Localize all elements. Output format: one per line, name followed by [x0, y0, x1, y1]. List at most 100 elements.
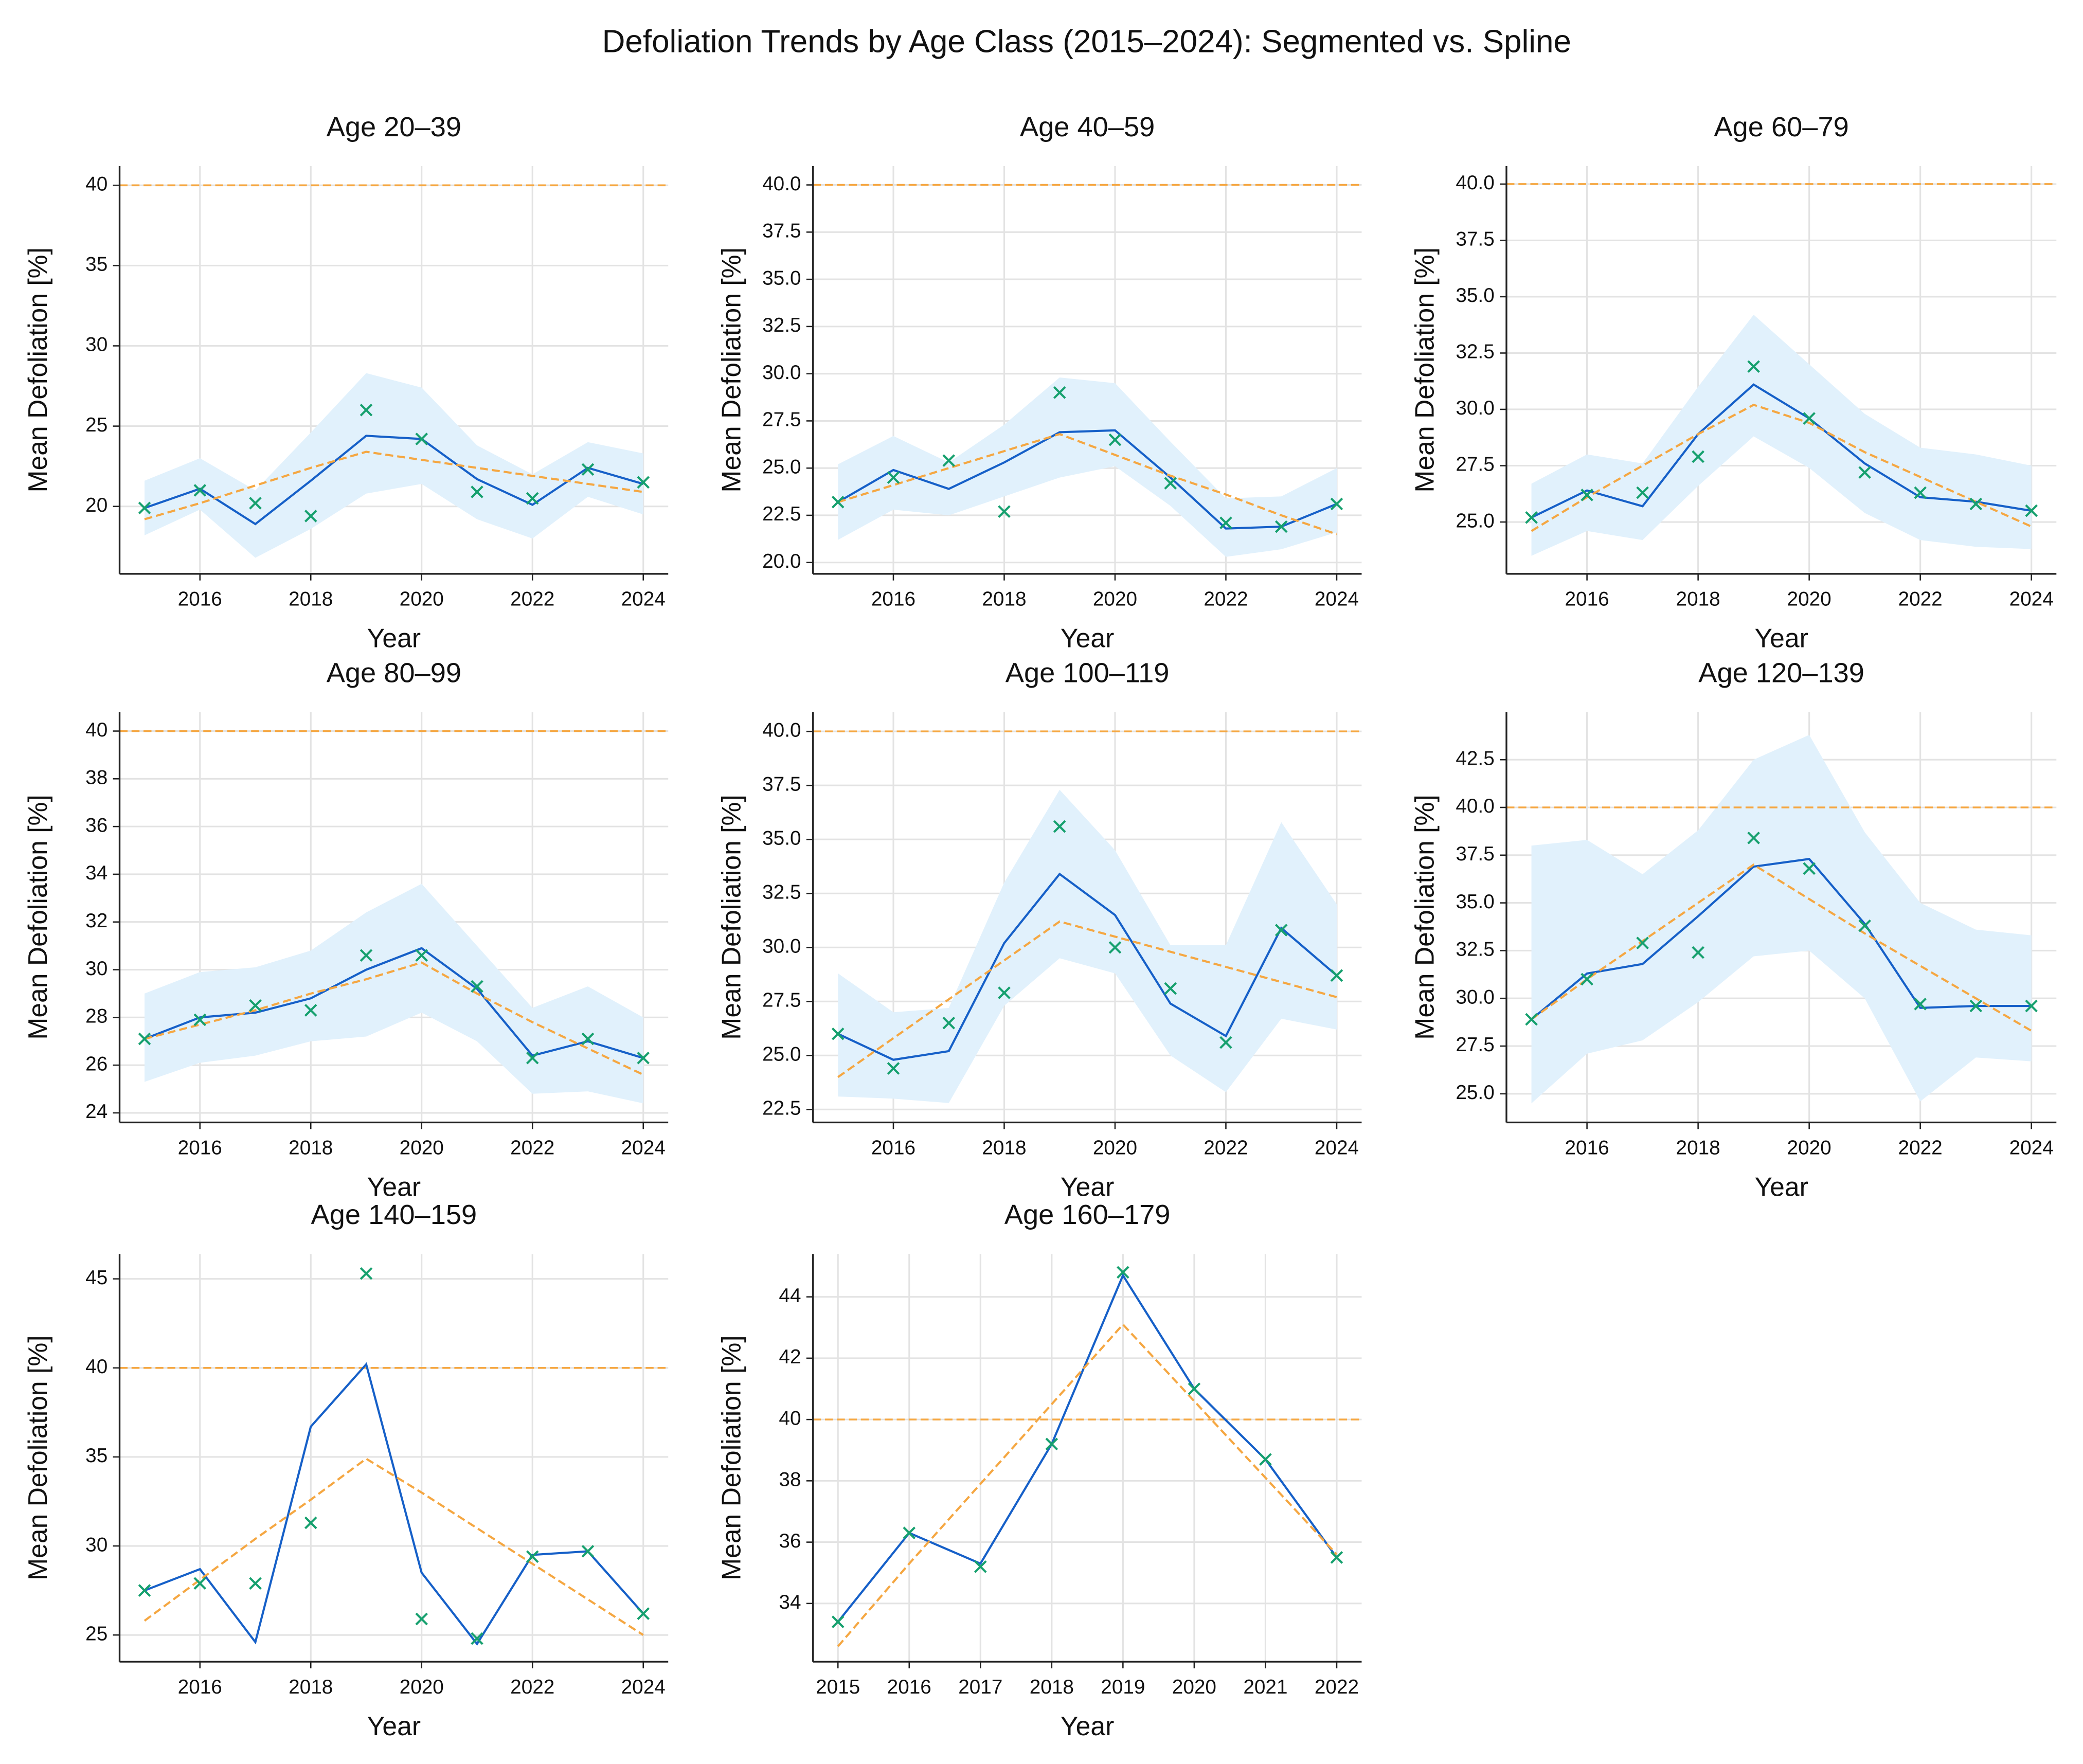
observed-marker — [1108, 941, 1122, 954]
x-tick-label: 2024 — [2009, 588, 2054, 610]
x-tick-label: 2018 — [289, 1137, 333, 1159]
x-tick-label: 2020 — [400, 588, 444, 610]
y-tick-label: 38 — [85, 767, 107, 789]
x-tick-label: 2016 — [1565, 1137, 1609, 1159]
x-axis-label: Year — [1061, 1711, 1114, 1741]
x-tick-label: 2021 — [1243, 1676, 1287, 1698]
observed-marker — [974, 1560, 987, 1573]
subplot-title: Age 140–159 — [311, 1199, 477, 1230]
x-tick-label: 2024 — [621, 1676, 666, 1698]
y-tick-label: 35 — [85, 254, 107, 276]
observed-marker — [1803, 862, 1816, 875]
y-tick-label: 38 — [779, 1469, 801, 1491]
observed-marker — [581, 463, 595, 476]
y-axis-label: Mean Defoliation [%] — [716, 1335, 746, 1580]
y-tick-label: 30.0 — [1456, 986, 1494, 1008]
y-tick-label: 37.5 — [1456, 228, 1494, 250]
y-tick-label: 28 — [85, 1005, 107, 1028]
y-axis-label: Mean Defoliation [%] — [1410, 247, 1440, 493]
y-tick-label: 40 — [85, 1356, 107, 1378]
y-tick-label: 42.5 — [1456, 747, 1494, 769]
confidence-band — [145, 884, 643, 1104]
observed-marker — [1219, 516, 1232, 529]
y-tick-label: 40.0 — [762, 173, 801, 195]
y-tick-label: 22.5 — [762, 1097, 801, 1120]
observed-marker — [249, 1577, 262, 1590]
observed-marker — [138, 1584, 151, 1597]
y-axis-label: Mean Defoliation [%] — [23, 1335, 52, 1580]
y-tick-label: 25 — [85, 1623, 107, 1645]
observed-marker — [581, 1032, 595, 1046]
x-tick-label: 2019 — [1101, 1676, 1145, 1698]
y-tick-label: 25.0 — [762, 1043, 801, 1066]
observed-marker — [1525, 1013, 1538, 1026]
x-tick-label: 2022 — [1898, 588, 1943, 610]
observed-marker — [1914, 998, 1927, 1011]
x-tick-label: 2020 — [400, 1137, 444, 1159]
y-tick-label: 26 — [85, 1053, 107, 1075]
observed-marker — [1164, 477, 1177, 490]
y-tick-label: 36 — [779, 1530, 801, 1552]
x-tick-label: 2018 — [1676, 588, 1720, 610]
y-tick-label: 34 — [85, 862, 107, 884]
confidence-band — [838, 377, 1337, 557]
x-tick-label: 2022 — [510, 1137, 554, 1159]
observed-marker — [831, 1027, 845, 1040]
observed-marker — [1259, 1453, 1272, 1466]
observed-marker — [415, 433, 428, 445]
x-axis-label: Year — [1754, 623, 1808, 653]
y-tick-label: 44 — [779, 1285, 801, 1307]
y-tick-label: 36 — [85, 814, 107, 836]
observed-marker — [1053, 820, 1066, 833]
x-tick-label: 2024 — [1315, 588, 1359, 610]
observed-marker — [1274, 520, 1288, 533]
observed-marker — [1045, 1437, 1058, 1451]
x-tick-label: 2018 — [982, 588, 1026, 610]
y-tick-label: 20.0 — [762, 550, 801, 572]
x-axis-label: Year — [1754, 1172, 1808, 1201]
subplot: 2016 2018 2020 2022 2024 20 25 30 35 40 Age 20–39 Y… — [23, 112, 669, 653]
y-tick-label: 34 — [779, 1591, 801, 1613]
y-tick-label: 25 — [85, 414, 107, 436]
observed-marker — [249, 497, 262, 510]
y-tick-label: 40.0 — [1456, 172, 1494, 194]
spline-line — [144, 961, 644, 1076]
x-tick-label: 2018 — [289, 1676, 333, 1698]
subplot-title: Age 80–99 — [327, 657, 461, 688]
observed-marker — [471, 1632, 483, 1645]
segmented-line — [837, 429, 1337, 530]
y-tick-label: 37.5 — [1456, 843, 1494, 865]
observed-marker — [1969, 999, 1982, 1013]
x-tick-label: 2022 — [510, 588, 554, 610]
observed-marker — [193, 1577, 207, 1590]
subplot: 2016 2018 2020 2022 2024 25.0 27.5 30.0 32.5 35.0… — [1410, 657, 2057, 1201]
x-axis-label: Year — [367, 1711, 421, 1741]
observed-marker — [1636, 486, 1649, 499]
observed-marker — [1692, 450, 1704, 463]
observed-marker — [637, 476, 650, 489]
y-axis-label: Mean Defoliation [%] — [23, 247, 52, 492]
subplot: 2016 2018 2020 2022 2024 22.5 25.0 27.5 30.0 32.5… — [716, 657, 1362, 1201]
x-tick-label: 2024 — [2009, 1137, 2054, 1159]
observed-marker — [581, 1545, 595, 1558]
segmented-line — [837, 1273, 1338, 1623]
observed-marker — [1188, 1382, 1201, 1395]
observed-marker — [1330, 1551, 1343, 1564]
observed-marker — [1692, 946, 1704, 959]
observed-marker — [138, 1032, 151, 1046]
x-axis-label: Year — [1061, 623, 1114, 653]
y-tick-label: 45 — [85, 1267, 107, 1289]
segmented-line — [144, 947, 644, 1059]
y-tick-label: 30 — [85, 958, 107, 980]
y-tick-label: 32.5 — [762, 314, 801, 336]
observed-marker — [1858, 919, 1871, 932]
y-tick-label: 35.0 — [762, 267, 801, 289]
observed-marker — [887, 1062, 900, 1075]
figure-title: Defoliation Trends by Age Class (2015–20… — [602, 24, 1571, 60]
y-tick-label: 30 — [85, 334, 107, 356]
x-tick-label: 2024 — [621, 588, 666, 610]
confidence-band — [1531, 734, 2032, 1104]
x-axis-label: Year — [367, 623, 421, 653]
subplot: 2016 2018 2020 2022 2024 20.0 22.5 25.0 27.5 30.0… — [716, 112, 1362, 653]
y-tick-label: 24 — [85, 1101, 107, 1123]
